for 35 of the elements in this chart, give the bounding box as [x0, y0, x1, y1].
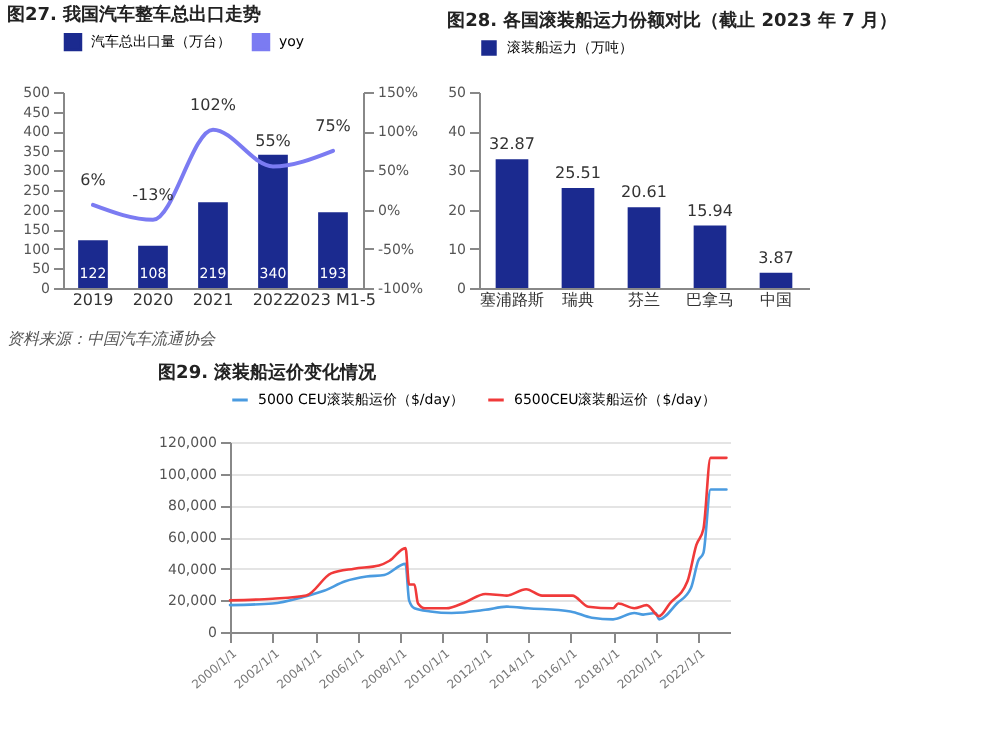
x-tick-label: 2022: [252, 291, 294, 309]
bar: [693, 225, 727, 288]
bar: [198, 202, 228, 288]
x-tick-label: 芬兰: [627, 291, 660, 309]
bar: [78, 240, 108, 288]
x-tick-label: 塞浦路斯: [479, 291, 544, 309]
bar: [759, 272, 793, 288]
bar: [495, 159, 529, 288]
text: 资料来源：中国汽车流通协会: [6, 330, 217, 348]
data-label: 20.61: [621, 183, 667, 202]
data-label: -13%: [132, 185, 175, 204]
x-tick-label: 2019: [72, 291, 114, 309]
bar: [561, 188, 595, 288]
data-label: 15.94: [687, 201, 733, 220]
data-label: 55%: [255, 132, 292, 151]
bar: [627, 207, 661, 288]
data-label: 25.51: [555, 164, 601, 182]
data-label: 6%: [80, 170, 107, 189]
x-tick-label: 巴拿马: [685, 291, 734, 309]
chart-title: 图27. 我国汽车整车总出口走势: [6, 4, 262, 26]
line-series: [228, 488, 728, 621]
data-label: 102%: [190, 95, 237, 114]
chart-title: 图29. 滚装船运价变化情况: [158, 362, 379, 384]
x-tick-label: 2020: [132, 291, 174, 309]
x-tick-label: 2021: [192, 291, 234, 309]
x-tick-label: 2023 M1-5: [290, 291, 376, 309]
x-tick-label: 中国: [759, 291, 792, 309]
bar: [318, 212, 348, 288]
data-label: 3.87: [758, 248, 794, 267]
chart-title: 图28. 各国滚装船运力份额对比（截止 2023 年 7 月）: [447, 10, 898, 32]
bar: [258, 154, 288, 288]
data-label: 75%: [315, 116, 352, 135]
x-tick-label: 瑞典: [561, 291, 594, 309]
line-series: [228, 456, 728, 618]
data-label: 32.87: [489, 135, 535, 154]
